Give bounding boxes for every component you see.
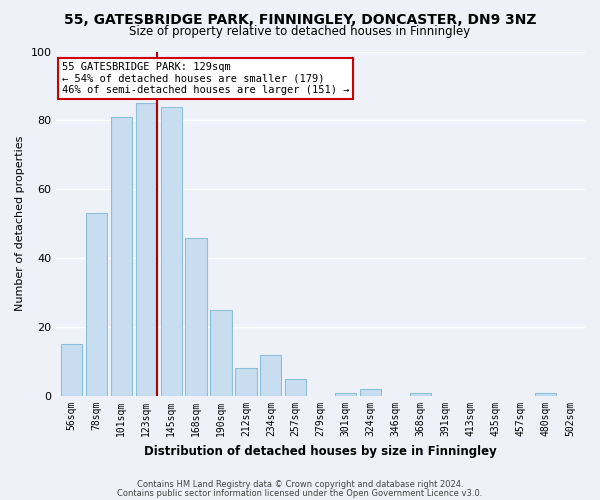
Bar [335,392,356,396]
Bar [185,238,206,396]
Text: Contains HM Land Registry data © Crown copyright and database right 2024.: Contains HM Land Registry data © Crown c… [137,480,463,489]
Bar [136,103,157,396]
Text: 55 GATESBRIDGE PARK: 129sqm
← 54% of detached houses are smaller (179)
46% of se: 55 GATESBRIDGE PARK: 129sqm ← 54% of det… [62,62,349,95]
X-axis label: Distribution of detached houses by size in Finningley: Distribution of detached houses by size … [145,444,497,458]
Text: 55, GATESBRIDGE PARK, FINNINGLEY, DONCASTER, DN9 3NZ: 55, GATESBRIDGE PARK, FINNINGLEY, DONCAS… [64,12,536,26]
Bar [86,214,107,396]
Y-axis label: Number of detached properties: Number of detached properties [15,136,25,312]
Bar [235,368,257,396]
Bar [285,379,307,396]
Bar [410,392,431,396]
Bar [61,344,82,396]
Bar [535,392,556,396]
Text: Size of property relative to detached houses in Finningley: Size of property relative to detached ho… [130,25,470,38]
Bar [110,117,132,396]
Bar [360,389,381,396]
Bar [161,106,182,396]
Bar [211,310,232,396]
Bar [260,354,281,396]
Text: Contains public sector information licensed under the Open Government Licence v3: Contains public sector information licen… [118,488,482,498]
